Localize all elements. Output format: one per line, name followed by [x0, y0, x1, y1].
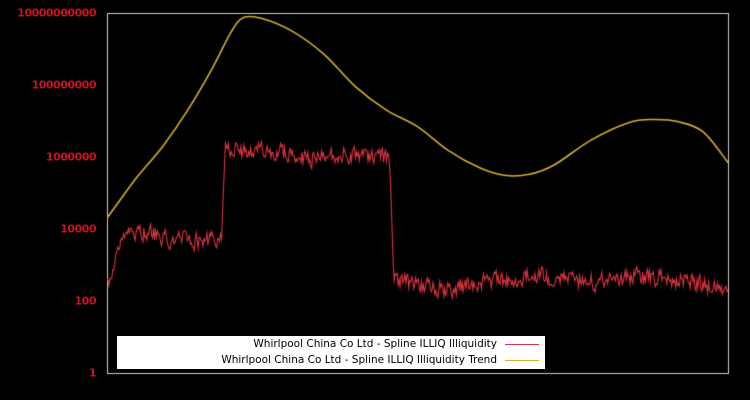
- chart-legend: Whirlpool China Co Ltd - Spline ILLIQ Il…: [117, 336, 545, 369]
- legend-item-illiquidity[interactable]: Whirlpool China Co Ltd - Spline ILLIQ Il…: [117, 336, 545, 352]
- legend-item-illiquidity-trend[interactable]: Whirlpool China Co Ltd - Spline ILLIQ Il…: [117, 352, 545, 368]
- legend-label-illiquidity: Whirlpool China Co Ltd - Spline ILLIQ Il…: [253, 338, 497, 350]
- y-axis-tick-label: 100: [74, 294, 97, 308]
- y-axis-tick-label: 1000000: [45, 150, 97, 164]
- legend-label-illiquidity-trend: Whirlpool China Co Ltd - Spline ILLIQ Il…: [221, 354, 497, 366]
- y-axis-tick-label: 10000000000: [17, 6, 96, 20]
- y-axis-tick-label: 1: [88, 366, 97, 380]
- legend-swatch-illiquidity-trend: [505, 359, 539, 361]
- y-axis-tick-label: 10000: [60, 222, 96, 236]
- y-axis-tick-label: 100000000: [31, 78, 97, 92]
- legend-swatch-illiquidity: [505, 343, 539, 345]
